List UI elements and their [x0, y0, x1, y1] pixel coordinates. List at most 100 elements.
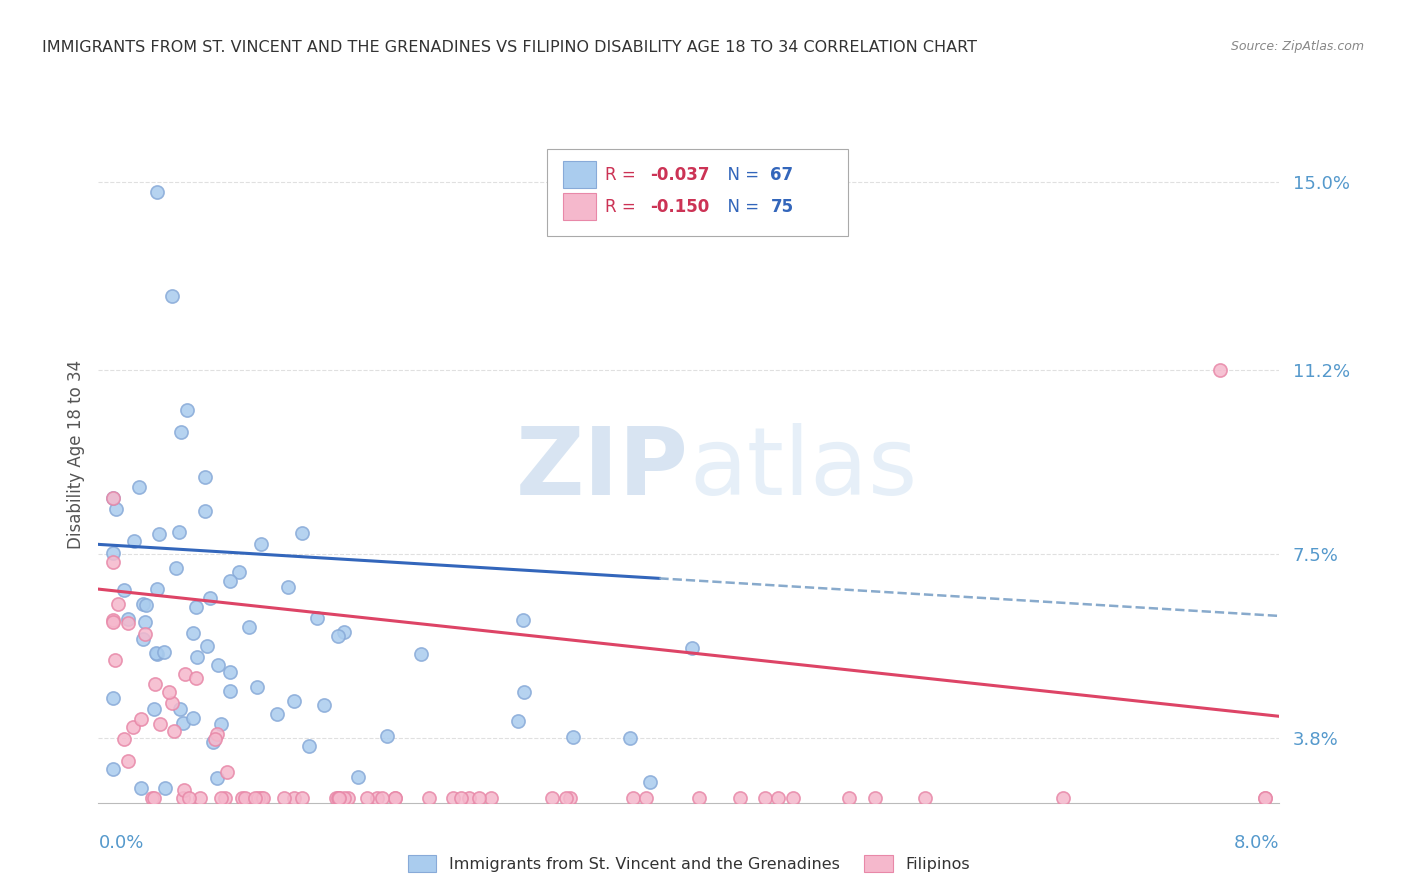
Point — [479, 790, 502, 805]
Point — [107, 598, 129, 612]
Point — [103, 615, 125, 630]
Point — [768, 790, 790, 805]
Point — [103, 613, 125, 627]
Text: 67: 67 — [770, 166, 793, 184]
Point — [146, 185, 169, 199]
Point — [103, 763, 125, 777]
Point — [688, 790, 710, 805]
Point — [1052, 790, 1074, 805]
Bar — [562, 194, 596, 219]
Point — [266, 706, 288, 721]
Legend: Immigrants from St. Vincent and the Grenadines, Filipinos: Immigrants from St. Vincent and the Gren… — [401, 848, 977, 879]
Point — [371, 790, 394, 805]
Point — [176, 403, 198, 417]
Point — [782, 790, 804, 805]
Point — [143, 677, 166, 691]
Point — [1254, 790, 1277, 805]
Point — [194, 470, 217, 484]
Point — [162, 289, 183, 303]
Point — [142, 790, 165, 805]
Point — [375, 730, 398, 744]
Point — [209, 790, 232, 805]
Point — [730, 790, 752, 805]
Point — [328, 790, 350, 805]
Text: N =: N = — [717, 197, 765, 216]
Point — [356, 790, 378, 805]
Point — [117, 616, 139, 631]
Point — [638, 774, 661, 789]
Point — [513, 685, 536, 699]
Point — [337, 790, 360, 805]
Point — [346, 770, 368, 784]
Point — [112, 583, 135, 598]
Point — [291, 790, 314, 805]
Point — [162, 724, 184, 739]
Point — [283, 790, 305, 805]
Point — [865, 790, 887, 805]
Text: N =: N = — [717, 166, 765, 184]
Point — [326, 629, 349, 643]
Point — [173, 667, 195, 681]
Text: IMMIGRANTS FROM ST. VINCENT AND THE GRENADINES VS FILIPINO DISABILITY AGE 18 TO : IMMIGRANTS FROM ST. VINCENT AND THE GREN… — [42, 40, 977, 55]
Point — [541, 790, 564, 805]
Point — [250, 790, 273, 805]
Point — [184, 671, 207, 685]
Text: 8.0%: 8.0% — [1234, 834, 1279, 852]
Point — [157, 685, 180, 699]
Point — [141, 790, 163, 805]
Point — [560, 790, 582, 805]
Text: 75: 75 — [770, 197, 793, 216]
Point — [619, 731, 641, 746]
Point — [153, 780, 176, 795]
Point — [103, 690, 125, 705]
Point — [307, 611, 329, 625]
Point — [202, 735, 225, 749]
Point — [153, 645, 176, 659]
Point — [112, 732, 135, 747]
Point — [219, 574, 242, 588]
Point — [103, 555, 125, 569]
Point — [145, 646, 167, 660]
Point — [198, 591, 221, 606]
Point — [409, 648, 432, 662]
Point — [366, 790, 388, 805]
Point — [561, 730, 583, 744]
Point — [207, 658, 229, 673]
Point — [172, 716, 194, 731]
Point — [283, 694, 305, 708]
Point — [384, 790, 406, 805]
Point — [418, 790, 440, 805]
Point — [104, 653, 127, 667]
Point — [207, 727, 229, 741]
Point — [457, 790, 479, 805]
Text: 0.0%: 0.0% — [98, 834, 143, 852]
FancyBboxPatch shape — [547, 149, 848, 235]
Point — [177, 790, 200, 805]
Point — [129, 780, 152, 795]
Point — [506, 714, 529, 728]
Point — [132, 632, 155, 646]
Point — [1254, 790, 1277, 805]
Point — [252, 790, 274, 805]
Point — [838, 790, 860, 805]
Point — [326, 790, 349, 805]
Point — [468, 790, 491, 805]
Point — [186, 649, 208, 664]
Point — [754, 790, 776, 805]
Point — [277, 580, 299, 594]
Point — [121, 720, 143, 734]
Point — [384, 790, 406, 805]
Point — [681, 641, 703, 656]
Point — [246, 680, 269, 694]
Point — [169, 702, 191, 716]
Point — [146, 582, 169, 596]
Point — [128, 480, 150, 494]
Point — [228, 565, 250, 579]
Point — [103, 491, 125, 505]
Point — [328, 790, 350, 805]
Point — [634, 790, 657, 805]
Point — [188, 790, 211, 805]
Point — [134, 615, 156, 630]
Point — [160, 697, 183, 711]
Point — [195, 639, 218, 653]
